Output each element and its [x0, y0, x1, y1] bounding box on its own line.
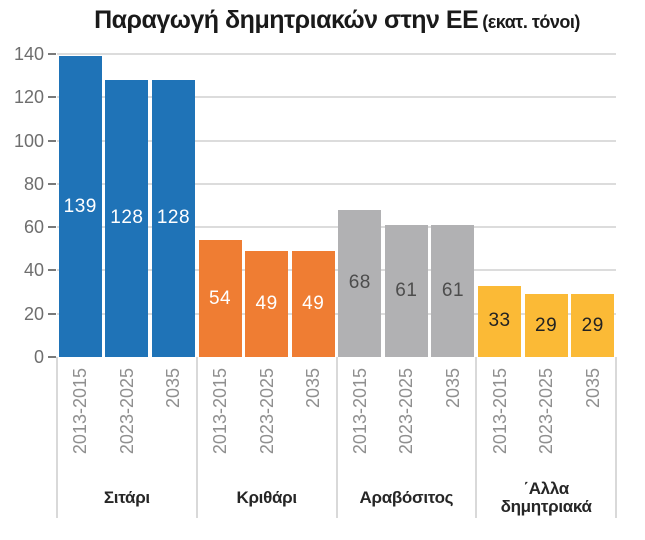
y-axis-tick-label: 60	[23, 217, 44, 238]
x-axis-tick-label: 2013-2015	[70, 368, 91, 455]
x-axis-tick-label: 2035	[582, 368, 603, 409]
bar-value-label: 128	[110, 207, 144, 229]
x-axis-tick-label: 2023-2025	[396, 368, 417, 455]
group-separator	[56, 357, 58, 518]
category-label: Αραβόσιτος	[337, 478, 477, 518]
y-axis-tick-mark	[48, 269, 56, 272]
gridline	[57, 226, 616, 229]
bar: 128	[151, 79, 195, 357]
bar-value-label: 29	[581, 314, 604, 336]
y-axis-tick-mark	[48, 139, 56, 142]
bar-value-label: 68	[348, 272, 371, 294]
x-axis-tick-label: 2013-2015	[349, 368, 370, 455]
bar: 139	[58, 56, 102, 357]
bar-value-label: 54	[208, 287, 232, 309]
bar-value-label: 61	[441, 279, 465, 301]
bar-value-label: 61	[395, 279, 418, 301]
bar: 29	[571, 294, 615, 357]
y-axis-tick-label: 40	[23, 260, 44, 281]
bar: 61	[384, 224, 428, 357]
x-axis-tick-label: 2023-2025	[536, 368, 557, 455]
x-axis-tick-label: 2023-2025	[116, 368, 137, 455]
category-label-line: ΄Αλλα	[523, 479, 569, 499]
x-axis-tick-label: 2013-2015	[489, 368, 510, 455]
bar: 49	[245, 250, 289, 357]
category-label: Κριθάρι	[197, 478, 337, 518]
x-axis-tick-label: 2013-2015	[210, 368, 231, 455]
chart-title: Παραγωγή δημητριακών στην ΕΕ (εκατ. τόνοι…	[30, 6, 644, 35]
y-axis-tick-mark	[48, 312, 56, 315]
bar-value-label: 33	[488, 310, 511, 332]
group-separator	[615, 357, 617, 518]
y-axis-tick-label: 140	[13, 44, 44, 64]
bar-value-label: 49	[302, 292, 325, 314]
gridline	[57, 182, 616, 185]
category-label-line: δημητριακά	[500, 497, 592, 516]
y-axis-tick-label: 120	[13, 87, 44, 108]
group-separator	[475, 357, 478, 518]
y-axis-tick-label: 80	[23, 173, 44, 194]
bar: 49	[291, 250, 335, 357]
bar-value-label: 49	[255, 292, 278, 314]
category-label: ΄Αλλα δημητριακά	[476, 478, 616, 518]
gridline	[57, 139, 616, 142]
y-axis-tick-mark	[48, 356, 56, 358]
gridline	[57, 312, 616, 315]
bar-value-label: 139	[63, 195, 97, 217]
gridline	[57, 96, 616, 99]
gridline	[57, 53, 616, 55]
y-axis-tick-mark	[48, 182, 56, 185]
group-separator	[335, 357, 338, 518]
category-label-line: Αραβόσιτος	[359, 488, 454, 508]
bar-value-label: 29	[535, 314, 558, 336]
bar-value-label: 128	[156, 207, 191, 229]
bar: 54	[198, 240, 242, 357]
chart-title-main: Παραγωγή δημητριακών στην ΕΕ	[94, 6, 479, 34]
x-axis-tick-label: 2035	[442, 368, 463, 409]
bar: 128	[105, 79, 149, 357]
bar: 33	[478, 285, 522, 357]
x-axis-tick-label: 2035	[163, 368, 184, 409]
category-label-line: Σιτάρι	[103, 488, 150, 508]
y-axis-tick-label: 20	[23, 303, 44, 324]
y-axis-tick-label: 0	[33, 347, 44, 367]
x-axis-tick-label: 2023-2025	[256, 368, 277, 455]
category-label: Σιτάρι	[57, 478, 197, 518]
chart-title-suffix: (εκατ. τόνοι)	[482, 12, 580, 32]
bar: 61	[431, 224, 475, 357]
group-separator	[195, 357, 198, 518]
x-axis-tick-label: 2035	[303, 368, 324, 409]
y-axis-tick-mark	[48, 226, 56, 229]
gridline	[57, 269, 616, 272]
bar: 29	[524, 294, 568, 357]
category-label-line: Κριθάρι	[236, 488, 297, 508]
y-axis-tick-mark	[48, 53, 56, 55]
y-axis-tick-label: 100	[13, 130, 44, 151]
y-axis-tick-mark	[48, 96, 56, 99]
bar: 68	[338, 209, 382, 357]
